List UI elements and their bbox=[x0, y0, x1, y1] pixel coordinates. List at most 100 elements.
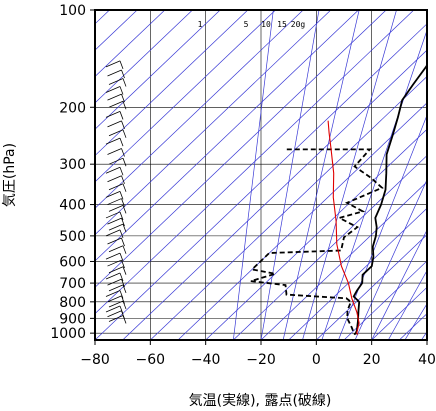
mixing-ratio-line bbox=[302, 10, 397, 340]
wind-barb bbox=[105, 305, 121, 313]
wind-barb bbox=[105, 137, 121, 145]
wind-barb bbox=[105, 86, 121, 93]
wind-barb bbox=[108, 157, 124, 165]
isotherm-line bbox=[426, 339, 427, 340]
isotherm-line bbox=[205, 128, 427, 340]
isotherm-line bbox=[95, 10, 387, 288]
mixing-ratio-line bbox=[260, 10, 320, 340]
wind-barb-flag bbox=[119, 86, 124, 95]
wind-barb bbox=[108, 129, 124, 137]
wind-barb bbox=[107, 148, 122, 155]
wind-barb-flag bbox=[119, 60, 124, 70]
wind-barb-flag bbox=[119, 111, 124, 120]
series-layer bbox=[250, 63, 427, 336]
wind-barb bbox=[108, 100, 124, 108]
wind-barb-flag bbox=[121, 259, 125, 269]
x-tick-label: −80 bbox=[80, 352, 110, 368]
y-tick-label: 900 bbox=[59, 311, 86, 327]
isotherm-line bbox=[95, 10, 415, 315]
wind-barb bbox=[108, 223, 124, 231]
wind-barb-flag bbox=[119, 229, 124, 239]
wind-barb bbox=[107, 217, 122, 225]
y-tick-label: 1000 bbox=[50, 326, 86, 342]
isotherm-line bbox=[95, 10, 304, 209]
wind-barb bbox=[108, 183, 124, 191]
isotherm-line bbox=[95, 10, 221, 130]
isotherm-line bbox=[288, 207, 427, 340]
wind-barb-flag bbox=[119, 290, 124, 299]
y-tick-label: 200 bbox=[59, 100, 86, 116]
wind-barb-flag bbox=[122, 101, 127, 110]
wind-barb bbox=[107, 295, 122, 303]
y-tick-label: 500 bbox=[59, 229, 86, 245]
wind-barb-flag bbox=[119, 211, 124, 221]
x-tick-label: 20 bbox=[363, 352, 381, 368]
wind-barb-flag bbox=[121, 198, 125, 207]
wind-barb bbox=[105, 211, 121, 219]
mixing-ratio-line bbox=[232, 10, 274, 340]
wind-barb bbox=[108, 205, 124, 212]
wind-barb-flag bbox=[122, 183, 127, 192]
mixing-ratio-label: 5 bbox=[244, 20, 249, 29]
wind-barb-flag bbox=[122, 205, 127, 214]
x-tick-label: −40 bbox=[191, 352, 221, 368]
wind-barb-flag bbox=[122, 266, 127, 275]
wind-barb-flag bbox=[121, 278, 125, 288]
wind-barb bbox=[108, 245, 124, 253]
mixing-ratio-label: 15 bbox=[277, 20, 287, 29]
wind-barb bbox=[107, 237, 122, 245]
wind-barb-flag bbox=[122, 158, 127, 167]
wind-barb-flag bbox=[122, 245, 127, 254]
wind-barb-flag bbox=[122, 78, 127, 87]
wind-barb bbox=[105, 166, 121, 174]
wind-barb-flag bbox=[119, 272, 124, 282]
wind-barb bbox=[107, 93, 122, 101]
y-tick-label: 800 bbox=[59, 295, 86, 311]
wind-barb bbox=[105, 252, 121, 260]
wind-barb bbox=[107, 175, 122, 183]
isotherm-line bbox=[95, 10, 193, 104]
x-axis-title: 気温(実線), 露点(破線) bbox=[189, 393, 332, 409]
wind-barb-flag bbox=[121, 120, 125, 130]
wind-barb bbox=[108, 78, 124, 85]
wind-barb bbox=[108, 315, 124, 322]
mixing-ratio-line bbox=[371, 229, 427, 340]
mixing-ratio-label: 1 bbox=[198, 20, 203, 29]
wind-barb bbox=[107, 69, 122, 77]
mixing-ratio-line bbox=[404, 303, 427, 340]
temperature-line bbox=[352, 63, 427, 335]
wind-barb bbox=[105, 111, 121, 118]
isotherm-line bbox=[150, 76, 427, 340]
wind-barb bbox=[107, 198, 122, 205]
x-tick-label: 0 bbox=[312, 352, 321, 368]
wind-barb-flag bbox=[121, 218, 125, 227]
wind-barb-flag bbox=[121, 69, 125, 79]
wind-barb-flag bbox=[121, 295, 125, 304]
y-tick-label: 100 bbox=[59, 3, 86, 19]
wind-barb-flag bbox=[122, 224, 127, 233]
wind-barb-flag bbox=[119, 137, 124, 147]
wind-barb-flag bbox=[121, 237, 125, 247]
wind-barb-flag bbox=[122, 300, 127, 310]
wind-barb bbox=[108, 266, 124, 274]
wind-barb-flag bbox=[119, 167, 124, 176]
wind-barb bbox=[107, 259, 122, 267]
wind-barb bbox=[107, 310, 122, 318]
isotherm-line bbox=[95, 10, 359, 262]
wind-barb-flag bbox=[122, 129, 127, 138]
wind-barb bbox=[107, 120, 122, 128]
mixing-ratio-label: 10 bbox=[261, 20, 271, 29]
skew-lines bbox=[95, 10, 427, 340]
isotherm-line bbox=[95, 10, 276, 183]
y-tick-label: 700 bbox=[59, 276, 86, 292]
wind-barb bbox=[105, 190, 121, 198]
mixing-ratio-line bbox=[354, 178, 427, 340]
wind-barbs bbox=[105, 60, 127, 324]
wind-barb bbox=[107, 278, 122, 286]
x-tick-label: 40 bbox=[418, 352, 436, 368]
wind-barb-flag bbox=[121, 175, 125, 184]
wind-barb bbox=[105, 60, 121, 68]
mixing-ratio-line bbox=[338, 114, 427, 340]
isotherm-line bbox=[95, 10, 332, 236]
y-tick-label: 300 bbox=[59, 157, 86, 173]
